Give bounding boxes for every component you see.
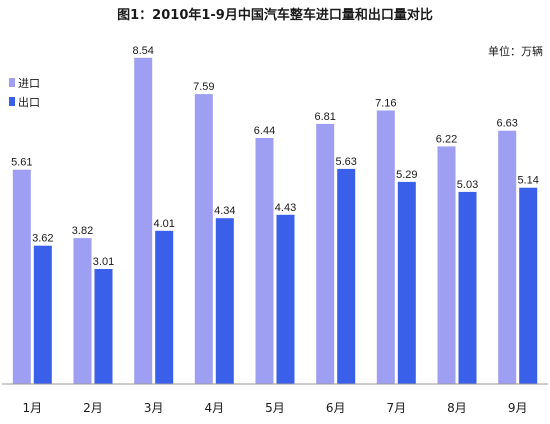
bar-export-9 [519, 187, 538, 384]
bar-import-4 [194, 94, 213, 384]
bar-export-8 [458, 191, 477, 384]
legend-label-import: 进口 [18, 77, 40, 90]
data-label-export-8: 5.03 [457, 179, 478, 191]
bars [12, 57, 538, 385]
bar-import-9 [498, 130, 517, 384]
bar-import-6 [316, 123, 335, 385]
data-label-export-5: 4.43 [275, 202, 296, 214]
bar-export-6 [337, 168, 356, 384]
data-labels: 5.61 3.62 3.82 3.01 8.54 4.01 7.59 4.34 6.44 4.43… [11, 45, 539, 268]
data-label-import-2: 3.82 [72, 225, 93, 237]
bar-import-3 [134, 57, 153, 385]
x-tick-labels: 1月 2月 3月 4月 5月 6月 7月 8月 9月 [22, 401, 527, 415]
data-label-import-6: 6.81 [314, 111, 335, 123]
data-label-export-4: 4.34 [214, 205, 235, 217]
bar-export-5 [276, 214, 295, 384]
x-tick-label-5: 5月 [265, 401, 285, 415]
data-label-export-3: 4.01 [153, 218, 174, 230]
data-label-import-8: 6.22 [436, 133, 457, 145]
bar-export-2 [94, 269, 113, 384]
bar-import-5 [255, 138, 274, 384]
legend-swatch-import [9, 78, 15, 87]
x-tick-label-2: 2月 [83, 401, 103, 415]
x-tick-label-1: 1月 [22, 401, 42, 415]
x-tick-label-4: 4月 [204, 401, 224, 415]
data-label-export-6: 5.63 [335, 156, 356, 168]
data-label-import-1: 5.61 [11, 157, 32, 169]
data-label-import-9: 6.63 [496, 118, 517, 130]
unit-label: 单位：万辆 [488, 44, 543, 58]
bar-export-1 [33, 245, 52, 384]
x-tick-label-9: 9月 [508, 401, 528, 415]
x-tick-label-8: 8月 [447, 401, 467, 415]
bar-export-3 [155, 230, 174, 384]
data-label-export-2: 3.01 [93, 256, 114, 268]
x-tick-label-7: 7月 [386, 401, 406, 415]
bar-import-1 [12, 169, 31, 384]
legend-label-export: 出口 [18, 95, 40, 109]
bar-import-2 [73, 238, 92, 384]
chart-title: 图1：2010年1-9月中国汽车整车进口量和出口量对比 [117, 7, 433, 23]
x-tick-label-6: 6月 [326, 401, 346, 415]
bar-export-7 [397, 181, 416, 384]
bar-import-8 [437, 146, 456, 384]
bar-export-4 [215, 218, 234, 384]
bar-import-7 [376, 110, 395, 384]
data-label-import-5: 6.44 [254, 125, 275, 137]
data-label-export-9: 5.14 [517, 175, 538, 187]
legend-swatch-export [9, 97, 15, 106]
data-label-export-1: 3.62 [32, 233, 53, 245]
x-tick-label-3: 3月 [144, 401, 164, 415]
data-label-export-7: 5.29 [396, 169, 417, 181]
data-label-import-7: 7.16 [375, 98, 396, 110]
data-label-import-4: 7.59 [193, 81, 214, 93]
data-label-import-3: 8.54 [132, 45, 153, 57]
